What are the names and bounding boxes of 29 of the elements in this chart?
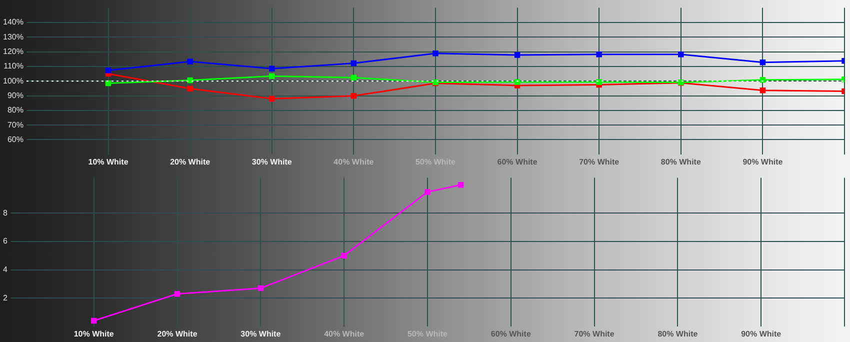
x-tick-label: 60% White: [490, 329, 532, 338]
x-tick-label: 30% White: [240, 329, 282, 338]
y-tick-label: 90%: [7, 90, 24, 100]
y-tick-label: 8: [2, 208, 8, 218]
x-tick-label: 80% White: [658, 329, 698, 338]
x-tick-label: 70% White: [574, 329, 615, 338]
x-tick-label: 90% White: [742, 157, 784, 166]
x-tick-label: 20% White: [157, 329, 198, 338]
y-tick-label: 80%: [7, 106, 24, 115]
x-tick-label: 10% White: [74, 329, 114, 338]
x-tick-label: 30% White: [252, 157, 292, 166]
x-tick-label: 40% White: [334, 157, 374, 166]
x-tick-label: 60% White: [497, 157, 538, 166]
y-tick-label: 130%: [2, 32, 24, 42]
y-tick-label: 110%: [4, 62, 24, 71]
x-tick-label: 70% White: [579, 157, 620, 166]
y-tick-label: 140%: [2, 18, 24, 27]
x-tick-label: 40% White: [324, 329, 365, 338]
y-tick-label: 60%: [7, 134, 24, 144]
x-tick-label: 20% White: [170, 157, 211, 166]
x-tick-label: 10% White: [88, 157, 129, 166]
x-tick-label: 80% White: [660, 157, 702, 166]
y-tick-label: 2: [2, 293, 8, 302]
y-tick-label: 70%: [7, 120, 24, 130]
x-tick-label: 90% White: [741, 329, 782, 338]
y-tick-label: 6: [2, 236, 8, 246]
y-tick-label: 120%: [2, 46, 24, 56]
y-tick-label: 100%: [2, 76, 24, 86]
y-tick-label: 4: [2, 264, 8, 274]
